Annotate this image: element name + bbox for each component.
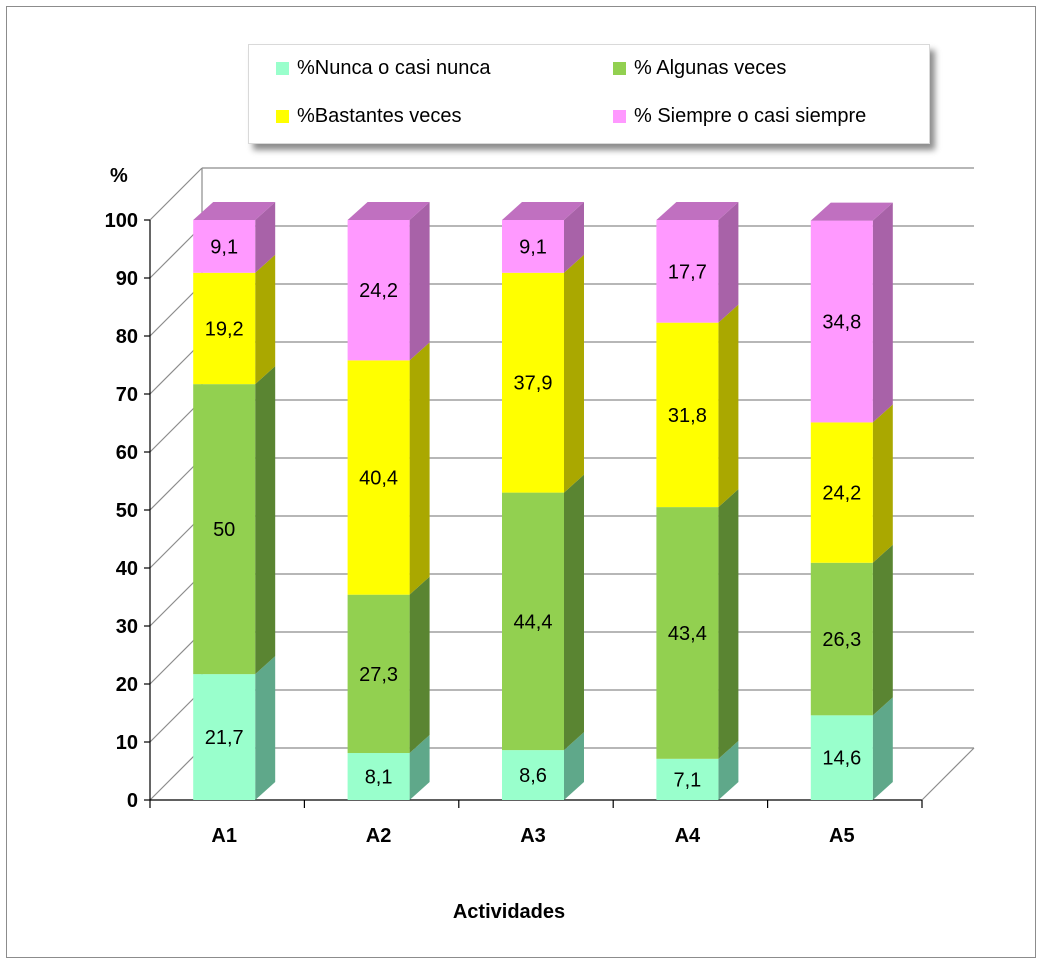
bar-segment: [502, 750, 564, 800]
bar-segment-side: [255, 366, 276, 675]
legend-swatch-siempre: [613, 110, 626, 123]
data-label: 24,2: [359, 280, 398, 302]
data-label: 7,1: [673, 769, 701, 791]
data-label: 8,1: [365, 767, 393, 789]
legend-label-nunca: %Nunca o casi nunca: [297, 57, 491, 79]
data-label: 9,1: [210, 236, 238, 258]
bar-segment-side: [409, 735, 430, 800]
bar-segment: [656, 322, 719, 508]
data-label: 50: [213, 519, 235, 541]
y-axis-title: %: [110, 165, 128, 187]
legend-swatch-nunca: [276, 62, 289, 75]
legend: %Nunca o casi nunca % Algunas veces %Bas…: [248, 44, 930, 144]
x-tick-label: A2: [366, 825, 392, 847]
data-label: 40,4: [359, 468, 398, 490]
legend-item-bastantes: %Bastantes veces: [276, 105, 462, 128]
bar-segment: [656, 507, 719, 759]
bar-segment: [193, 674, 256, 800]
x-tick-label: A5: [829, 825, 855, 847]
gridline-diagonal: [149, 167, 203, 221]
floor-edge: [921, 747, 975, 801]
bar-segment-side: [718, 304, 739, 508]
legend-label-siempre: % Siempre o casi siempre: [634, 105, 867, 127]
y-tick-label: 20: [116, 674, 138, 696]
legend-label-algunas: % Algunas veces: [634, 57, 787, 79]
legend-swatch-bastantes: [276, 110, 289, 123]
bar-segment: [193, 384, 256, 675]
y-tick-label: 100: [105, 210, 138, 232]
bar-segment: [502, 272, 564, 493]
bar-segment: [193, 220, 256, 273]
bar-segment-side: [872, 544, 893, 716]
bar-segment: [656, 220, 719, 323]
bar-top: [810, 202, 893, 221]
bar-top: [502, 202, 584, 220]
bar-segment-side: [409, 576, 430, 754]
bar-segment: [193, 272, 256, 385]
y-tick-label: 40: [116, 558, 138, 580]
data-label: 21,7: [205, 727, 244, 749]
bar-segment-side: [872, 202, 893, 423]
bar-segment: [347, 753, 410, 800]
legend-item-siempre: % Siempre o casi siempre: [613, 105, 866, 128]
data-label: 8,6: [519, 765, 547, 787]
bar-segment-side: [718, 489, 739, 759]
bar-segment: [347, 594, 410, 754]
bar-segment: [656, 758, 719, 800]
data-label: 27,3: [359, 664, 398, 686]
legend-item-nunca: %Nunca o casi nunca: [276, 57, 490, 80]
bar-segment-side: [409, 202, 430, 361]
bar-segment: [502, 492, 564, 751]
bar-segment: [810, 422, 873, 563]
bar-segment: [347, 220, 410, 361]
y-tick-label: 50: [116, 500, 138, 522]
bar-segment-side: [872, 697, 893, 800]
y-tick-label: 80: [116, 326, 138, 348]
legend-swatch-algunas: [613, 62, 626, 75]
data-label: 14,6: [822, 748, 861, 770]
bar-segment-side: [564, 474, 584, 751]
bar-top: [656, 202, 739, 220]
data-label: 9,1: [519, 236, 547, 258]
x-axis-title: Actividades: [452, 901, 566, 923]
legend-item-algunas: % Algunas veces: [613, 57, 786, 80]
bar-segment-side: [255, 202, 276, 273]
bar-segment: [810, 220, 873, 423]
data-label: 19,2: [205, 318, 244, 340]
x-tick-label: A4: [675, 825, 701, 847]
y-tick-label: 30: [116, 616, 138, 638]
data-label: 37,9: [514, 373, 553, 395]
bar-segment: [810, 715, 873, 800]
bar-segment: [347, 360, 410, 595]
y-tick-label: 60: [116, 442, 138, 464]
y-tick-label: 10: [116, 732, 138, 754]
y-tick-label: 0: [127, 790, 138, 812]
data-label: 24,2: [822, 483, 861, 505]
bar-top: [347, 202, 430, 220]
data-label: 26,3: [822, 629, 861, 651]
y-tick-label: 90: [116, 268, 138, 290]
bar-segment-side: [718, 202, 739, 323]
bar-segment-side: [718, 740, 739, 800]
bar-top: [193, 202, 276, 220]
bar-segment: [810, 562, 873, 716]
bar-segment-side: [255, 254, 276, 385]
y-tick-label: 70: [116, 384, 138, 406]
data-label: 34,8: [822, 312, 861, 334]
x-tick-label: A3: [520, 825, 546, 847]
data-label: 31,8: [668, 405, 707, 427]
x-tick-label: A1: [211, 825, 237, 847]
legend-label-bastantes: %Bastantes veces: [297, 105, 462, 127]
data-label: 17,7: [668, 261, 707, 283]
bar-segment: [502, 220, 564, 273]
bar-segment-side: [564, 202, 584, 273]
bar-segment-side: [255, 656, 276, 800]
bar-segment-side: [409, 342, 430, 595]
data-label: 44,4: [514, 611, 553, 633]
data-label: 43,4: [668, 623, 707, 645]
bar-segment-side: [564, 732, 584, 800]
bar-segment-side: [564, 254, 584, 493]
bar-segment-side: [872, 404, 893, 563]
